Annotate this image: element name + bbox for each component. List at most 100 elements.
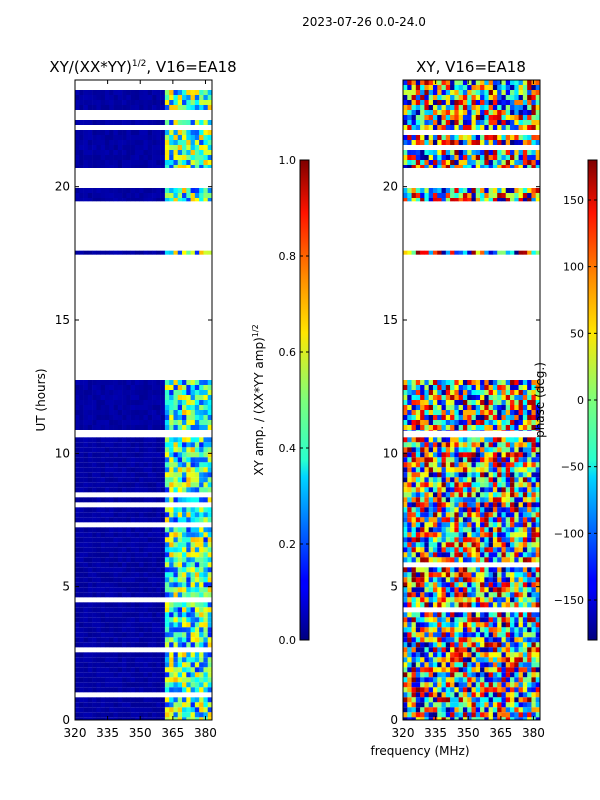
heatmap-cell [424, 380, 429, 385]
heatmap-cell [497, 467, 502, 473]
heatmap-cell [134, 160, 140, 165]
heatmap-cell [92, 462, 97, 468]
heatmap-cell [450, 487, 455, 493]
heatmap-cell [126, 145, 131, 150]
heatmap-cell [199, 557, 204, 563]
heatmap-cell [182, 637, 187, 643]
heatmap-cell [437, 577, 442, 583]
heatmap-cell [117, 497, 123, 503]
heatmap-cell [415, 452, 421, 458]
heatmap-cell [147, 497, 153, 503]
heatmap-cell [160, 95, 166, 100]
heatmap-cell [177, 607, 183, 613]
heatmap-cell [505, 672, 511, 678]
heatmap-cell [535, 662, 540, 668]
heatmap-cell [92, 410, 97, 415]
heatmap-cell [475, 547, 481, 553]
heatmap-cell [109, 452, 114, 458]
heatmap-cell [96, 607, 101, 613]
heatmap-cell [522, 507, 528, 513]
heatmap-cell [462, 642, 468, 648]
heatmap-cell [122, 155, 127, 160]
heatmap-cell [83, 582, 89, 588]
heatmap-cell [428, 662, 434, 668]
heatmap-cell [531, 702, 537, 708]
heatmap-cell [169, 395, 174, 400]
heatmap-cell [134, 707, 140, 713]
heatmap-cell [411, 537, 417, 543]
heatmap-cell [203, 95, 209, 100]
heatmap-cell [441, 522, 447, 528]
heatmap-cell [126, 385, 131, 390]
heatmap-cell [122, 452, 127, 458]
heatmap-cell [199, 567, 204, 573]
heatmap-cell [462, 507, 468, 513]
heatmap-cell [203, 567, 209, 573]
heatmap-cell [100, 662, 106, 668]
heatmap-cell [87, 487, 93, 493]
heatmap-cell [139, 155, 144, 160]
heatmap-cell [100, 642, 106, 648]
heatmap-cell [143, 627, 149, 633]
heatmap-cell [139, 120, 144, 125]
heatmap-cell [458, 597, 464, 603]
heatmap-cell [467, 250, 472, 255]
heatmap-cell [169, 155, 174, 160]
heatmap-cell [471, 250, 477, 255]
heatmap-cell [143, 90, 149, 95]
heatmap-cell [535, 250, 540, 255]
heatmap-cell [143, 420, 149, 425]
heatmap-cell [139, 582, 144, 588]
heatmap-cell [454, 542, 459, 548]
heatmap-cell [492, 532, 498, 538]
heatmap-cell [156, 527, 161, 533]
heatmap-cell [169, 447, 174, 453]
heatmap-cell [428, 522, 434, 528]
heatmap-cell [475, 522, 481, 528]
heatmap-cell [411, 477, 417, 483]
heatmap-cell [518, 692, 524, 698]
heatmap-cell [190, 477, 196, 483]
heatmap-cell [475, 702, 481, 708]
heatmap-cell [445, 637, 451, 643]
heatmap-cell [182, 477, 187, 483]
heatmap-cell [203, 105, 209, 110]
heatmap-cell [531, 487, 537, 493]
heatmap-cell [122, 150, 127, 155]
heatmap-cell [113, 707, 119, 713]
heatmap-cell [403, 522, 408, 528]
heatmap-cell [403, 487, 408, 493]
heatmap-cell [122, 447, 127, 453]
heatmap-cell [130, 155, 136, 160]
heatmap-cell [518, 430, 524, 431]
heatmap-cell [475, 557, 481, 563]
heatmap-cell [480, 702, 485, 708]
heatmap-cell [522, 602, 528, 608]
heatmap-cell [445, 707, 451, 713]
heatmap-cell [190, 652, 196, 658]
heatmap-cell [407, 193, 412, 198]
heatmap-cell [501, 405, 507, 410]
heatmap-cell [424, 507, 429, 513]
heatmap-cell [527, 527, 532, 533]
heatmap-cell [522, 647, 528, 653]
heatmap-cell [92, 702, 97, 708]
heatmap-cell [92, 415, 97, 420]
heatmap-cell [134, 198, 140, 202]
heatmap-cell [501, 395, 507, 400]
heatmap-cell [126, 587, 131, 593]
heatmap-cell [160, 120, 166, 125]
heatmap-cell [75, 582, 80, 588]
heatmap-cell [134, 410, 140, 415]
heatmap-cell [535, 472, 540, 478]
heatmap-cell [173, 497, 179, 503]
heatmap-cell [79, 527, 84, 533]
heatmap-cell [122, 415, 127, 420]
heatmap-cell [454, 572, 459, 578]
heatmap-cell [139, 592, 144, 598]
heatmap-cell [428, 602, 434, 608]
heatmap-cell [450, 405, 455, 410]
heatmap-cell [152, 130, 157, 135]
heatmap-cell [514, 512, 519, 518]
heatmap-cell [194, 100, 200, 105]
